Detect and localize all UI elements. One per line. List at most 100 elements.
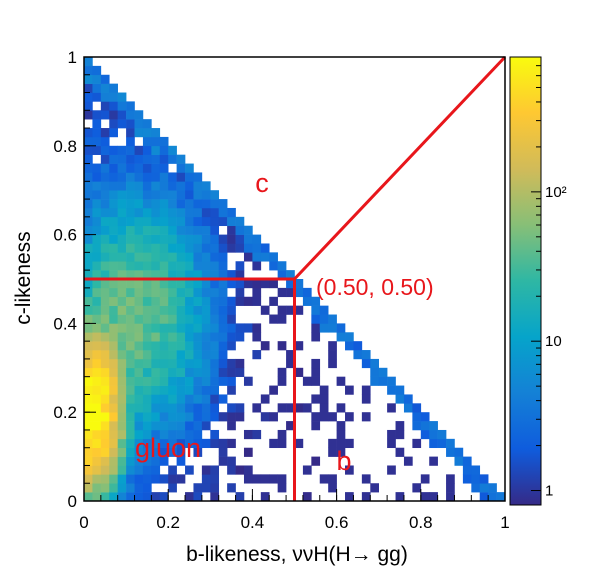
heatmap-cell (252, 332, 262, 342)
heatmap-cell (235, 216, 245, 227)
heatmap-cell (159, 314, 169, 324)
heatmap-cell (109, 181, 118, 191)
heatmap-cell (159, 358, 169, 369)
annotation-gluon-region: gluon (135, 433, 201, 463)
heatmap-cell (176, 412, 186, 422)
heatmap-cell (168, 350, 177, 360)
heatmap-cell (159, 332, 169, 342)
heatmap-cell (142, 367, 152, 377)
heatmap-cell (193, 296, 203, 306)
heatmap-cell (117, 234, 127, 244)
heatmap-cell (151, 252, 161, 262)
heatmap-cell (100, 74, 110, 84)
heatmap-cell (235, 403, 245, 413)
heatmap-cell (109, 252, 118, 262)
heatmap-cell (134, 172, 144, 182)
heatmap-cell (126, 438, 135, 449)
heatmap-cell (100, 447, 110, 457)
heatmap-cell (201, 358, 211, 369)
heatmap-cell (210, 341, 220, 351)
heatmap-cell (117, 465, 127, 475)
heatmap-cell (218, 367, 228, 377)
heatmap-cell (176, 296, 186, 306)
heatmap-cell (134, 234, 144, 244)
heatmap-cell (328, 483, 337, 493)
heatmap-cell (134, 119, 144, 129)
heatmap-cell (100, 207, 110, 218)
heatmap-cell (218, 447, 228, 457)
heatmap-cell (193, 403, 203, 413)
heatmap-cell (151, 385, 161, 395)
heatmap-cell (412, 438, 422, 449)
heatmap-cell (294, 287, 304, 298)
heatmap-cell (218, 350, 228, 360)
heatmap-cell (227, 367, 236, 377)
heatmap-cell (100, 279, 110, 289)
heatmap-cell (134, 305, 144, 315)
heatmap-cell (168, 358, 177, 369)
heatmap-cell (92, 429, 102, 440)
heatmap-cell (100, 101, 110, 111)
heatmap-cell (168, 270, 177, 280)
heatmap-cell (176, 438, 186, 449)
heatmap-cell (159, 367, 169, 377)
heatmap-cell (193, 216, 203, 227)
heatmap-cell (302, 492, 312, 502)
heatmap-cell (235, 287, 245, 298)
heatmap-cell (252, 429, 262, 440)
heatmap-cell (142, 421, 152, 431)
heatmap-cell (168, 145, 177, 155)
heatmap-cell (193, 483, 203, 493)
heatmap-cell (84, 296, 93, 306)
heatmap-cell (134, 154, 144, 164)
heatmap-cell (168, 287, 177, 298)
heatmap-cell (134, 323, 144, 333)
heatmap-cell (117, 216, 127, 227)
heatmap-cell (176, 350, 186, 360)
heatmap-cell (471, 465, 481, 475)
x-tick-label: 0.2 (156, 513, 180, 532)
heatmap-cell (117, 296, 127, 306)
heatmap-cell (100, 163, 110, 173)
heatmap-cell (193, 367, 203, 377)
heatmap-cell (109, 101, 118, 111)
heatmap-cell (151, 456, 161, 466)
heatmap-cell (84, 145, 93, 155)
heatmap-cell (353, 341, 363, 351)
heatmap-cell (403, 403, 413, 413)
heatmap-cell (185, 305, 194, 315)
heatmap-cell (218, 287, 228, 298)
heatmap-cell (100, 296, 110, 306)
heatmap-cell (210, 296, 220, 306)
heatmap-cell (84, 172, 93, 182)
heatmap-cell (100, 421, 110, 431)
heatmap-cell (159, 394, 169, 404)
heatmap-cell (151, 279, 161, 289)
heatmap-cell (201, 385, 211, 395)
heatmap-cell (100, 305, 110, 315)
heatmap-cell (227, 456, 236, 466)
heatmap-cell (84, 403, 93, 413)
heatmap-cell (100, 412, 110, 422)
heatmap-cell (100, 181, 110, 191)
heatmap-cell (84, 474, 93, 484)
heatmap-cell (126, 119, 135, 129)
heatmap-cell (109, 83, 118, 93)
heatmap-cell (193, 234, 203, 244)
heatmap-cell (227, 438, 236, 449)
heatmap-cell (235, 492, 245, 502)
heatmap-cell (92, 412, 102, 422)
heatmap-cell (302, 465, 312, 475)
heatmap-cell (235, 465, 245, 475)
heatmap-cell (235, 261, 245, 271)
heatmap-cell (159, 279, 169, 289)
heatmap-cell (142, 190, 152, 200)
heatmap-cell (218, 341, 228, 351)
heatmap-cell (126, 154, 135, 164)
heatmap-cell (201, 421, 211, 431)
heatmap-cell (109, 456, 118, 466)
heatmap-cell (479, 474, 489, 484)
heatmap-cell (117, 429, 127, 440)
heatmap-cell (100, 243, 110, 253)
heatmap-cell (218, 261, 228, 271)
